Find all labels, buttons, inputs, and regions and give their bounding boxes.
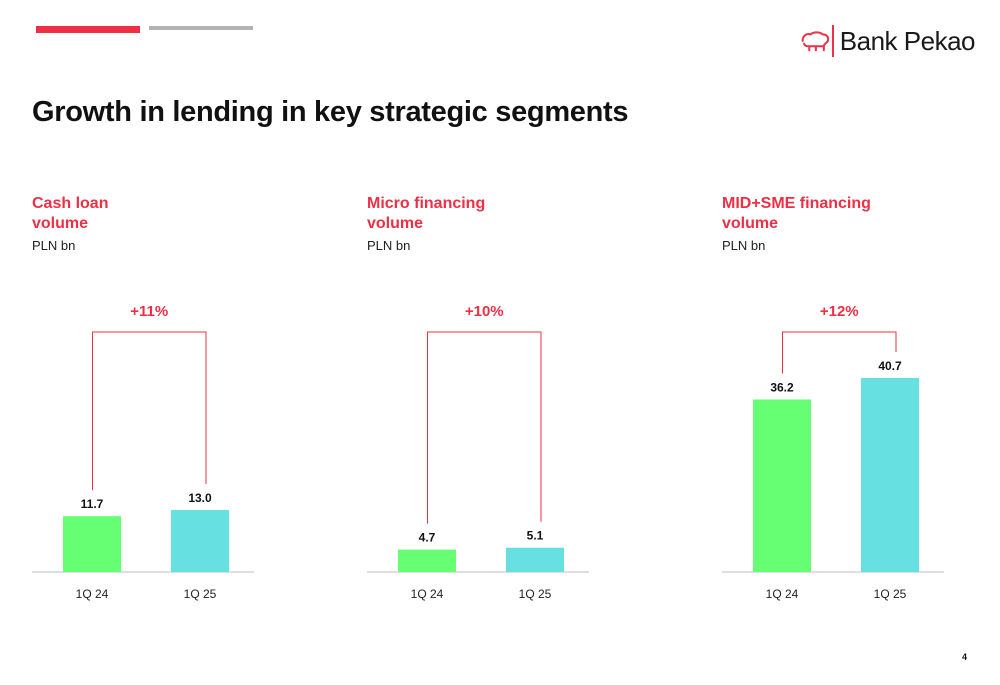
x-tick-label: 1Q 24	[76, 587, 109, 601]
chart-unit: PLN bn	[32, 238, 76, 253]
chart-title: Cash loan volume	[32, 194, 232, 234]
bar-1q24	[398, 549, 456, 572]
x-tick-label: 1Q 24	[411, 587, 444, 601]
growth-bracket	[427, 331, 542, 524]
bar-chart: 4.7 1Q 24 5.1 1Q 25 +10%	[367, 303, 589, 601]
chart-unit: PLN bn	[722, 238, 766, 253]
growth-label: +12%	[820, 303, 859, 320]
bank-logo: Bank Pekao	[800, 20, 976, 62]
x-tick-label: 1Q 25	[874, 587, 907, 601]
bar-1q25	[171, 510, 229, 572]
bar-1q24	[63, 516, 121, 572]
chart-panel-micro-financing: Micro financing volume PLN bn 4.7 1Q 24 5.…	[367, 194, 627, 614]
growth-bracket	[782, 331, 897, 374]
x-tick-label: 1Q 25	[184, 587, 217, 601]
data-label: 4.7	[419, 531, 436, 545]
data-label: 5.1	[527, 529, 544, 543]
chart-title-line: volume	[32, 215, 89, 232]
chart-panel-mid-sme-financing: MID+SME financing volume PLN bn 36.2 1Q 2…	[722, 194, 982, 614]
bar-1q25	[506, 547, 564, 572]
logo-divider	[832, 25, 834, 57]
page-number: 4	[962, 652, 968, 662]
bar-chart: 11.7 1Q 24 13.0 1Q 25 +11%	[32, 303, 254, 601]
growth-label: +10%	[465, 303, 504, 320]
chart-title-line: volume	[367, 215, 424, 232]
data-label: 36.2	[770, 380, 794, 394]
bank-name: Bank Pekao	[839, 25, 976, 56]
growth-label: +11%	[130, 303, 168, 320]
chart-title-line: Cash loan	[32, 195, 109, 212]
chart-title-line: volume	[722, 215, 779, 232]
page-title: Growth in lending in key strategic segme…	[32, 96, 629, 128]
bison-icon	[801, 31, 830, 52]
accent-bar-red	[36, 26, 140, 33]
growth-bracket	[92, 331, 207, 491]
data-label: 13.0	[188, 491, 212, 505]
bar-1q25	[861, 378, 919, 572]
x-tick-label: 1Q 25	[519, 587, 552, 601]
data-label: 40.7	[878, 359, 902, 373]
chart-unit: PLN bn	[367, 238, 411, 253]
data-label: 11.7	[81, 497, 104, 511]
chart-title: MID+SME financing volume	[722, 194, 922, 234]
chart-title-line: MID+SME financing	[722, 195, 871, 212]
chart-title-line: Micro financing	[367, 195, 486, 212]
bar-1q24	[753, 399, 811, 572]
x-tick-label: 1Q 24	[766, 587, 799, 601]
accent-bar-grey	[149, 26, 253, 30]
bar-chart: 36.2 1Q 24 40.7 1Q 25 +12%	[722, 303, 944, 601]
chart-title: Micro financing volume	[367, 194, 567, 234]
chart-panel-cash-loan: Cash loan volume PLN bn 11.7 1Q 24 13.0 1Q …	[32, 194, 292, 614]
